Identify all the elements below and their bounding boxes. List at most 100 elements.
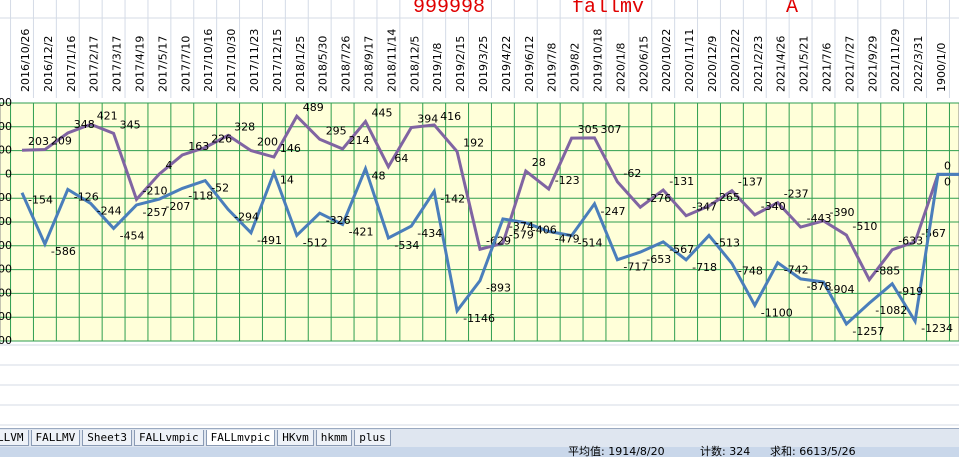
data-label: 192 — [463, 137, 484, 150]
x-tick-label: 2019/10/18 — [592, 29, 605, 92]
data-label: -294 — [234, 210, 259, 223]
x-tick-label: 2021/7/6 — [821, 43, 834, 92]
data-label: -1082 — [875, 304, 907, 317]
data-label: 489 — [303, 101, 324, 114]
status-bar: 平均值: 1914/8/20 计数: 324 求和: 6613/5/26 — [0, 445, 959, 458]
x-tick-label: 2017/10/30 — [225, 29, 238, 92]
data-label: -257 — [143, 206, 168, 219]
sheet-tab[interactable]: hkmm — [315, 430, 353, 446]
x-tick-label: 2019/4/22 — [500, 36, 513, 92]
data-label: -904 — [830, 283, 855, 296]
data-label: -126 — [74, 190, 99, 203]
x-tick-label: 2019/1/8 — [431, 43, 444, 92]
data-label: -717 — [623, 261, 648, 274]
data-label: -653 — [646, 253, 671, 266]
data-label: -1146 — [463, 312, 495, 325]
y-tick-label: -200 — [0, 191, 12, 204]
data-label: -443 — [807, 212, 832, 225]
data-label: -406 — [532, 224, 557, 237]
cell-text: A — [786, 0, 799, 19]
y-tick-label: -1400 — [0, 334, 12, 347]
x-tick-label: 2018/9/17 — [363, 36, 376, 92]
x-tick-label: 1900/1/0 — [958, 43, 959, 92]
data-label: -62 — [623, 167, 641, 180]
x-tick-label: 2019/7/8 — [546, 43, 559, 92]
sheet-tab-bar: LLVM FALLMV Sheet3 FALLvmpic FALLmvpic HKvm hk… — [0, 428, 959, 447]
y-tick-label: -600 — [0, 239, 12, 252]
x-tick-label: 2021/7/27 — [843, 36, 856, 92]
x-tick-label: 2019/8/2 — [569, 43, 582, 92]
x-tick-label: 2017/7/10 — [179, 36, 192, 92]
status-text: 求和: 6613/5/26 — [770, 445, 856, 458]
sheet-tab[interactable]: plus — [354, 430, 391, 446]
x-tick-label: 2017/1/16 — [65, 36, 78, 92]
data-label: -491 — [257, 234, 282, 247]
data-label: -629 — [486, 234, 511, 247]
sheet-tab[interactable]: Sheet3 — [82, 430, 132, 446]
data-label: -742 — [784, 264, 809, 277]
x-tick-label: 2021/4/26 — [775, 36, 788, 92]
sheet-tab[interactable]: FALLvmpic — [134, 430, 204, 446]
x-tick-label: 2021/2/23 — [752, 36, 765, 92]
data-label: -513 — [715, 236, 740, 249]
x-tick-label: 2018/12/5 — [408, 36, 421, 92]
data-label: -207 — [165, 200, 190, 213]
sheet-tab[interactable]: FALLmvpic — [205, 430, 276, 446]
x-tick-label: 2020/12/9 — [706, 36, 719, 92]
data-label: -210 — [143, 184, 168, 197]
data-label: -434 — [417, 227, 442, 240]
data-label: -512 — [303, 236, 328, 249]
data-label: 394 — [417, 113, 438, 126]
data-label: -586 — [51, 245, 76, 258]
data-label: -142 — [440, 192, 465, 205]
data-label: 0 — [944, 159, 951, 172]
cell-text: fallmv — [572, 0, 645, 19]
x-tick-label: 2017/5/17 — [156, 36, 169, 92]
x-tick-label: 2017/10/16 — [202, 29, 215, 92]
x-tick-label: 2018/7/26 — [340, 36, 353, 92]
data-label: -247 — [601, 205, 626, 218]
data-label: -123 — [555, 174, 580, 187]
data-label: -579 — [509, 228, 534, 241]
data-label: 307 — [601, 123, 622, 136]
data-label: -479 — [555, 232, 580, 245]
x-tick-label: 2019/2/15 — [454, 36, 467, 92]
x-tick-label: 2020/10/22 — [660, 29, 673, 92]
x-tick-label: 2018/5/30 — [317, 36, 330, 92]
data-label: -118 — [188, 189, 213, 202]
data-label: -893 — [486, 282, 511, 295]
status-text: 平均值: 1914/8/20 — [568, 445, 665, 458]
x-tick-label: 2020/11/11 — [683, 29, 696, 92]
data-label: -347 — [692, 201, 717, 214]
data-label: 64 — [394, 152, 408, 165]
data-label: 0 — [944, 175, 951, 188]
data-label: -421 — [349, 225, 374, 238]
data-label: 146 — [280, 142, 301, 155]
data-label: -52 — [211, 182, 229, 195]
data-label: 305 — [578, 123, 599, 136]
x-tick-label: 2020/1/8 — [614, 43, 627, 92]
x-tick-label: 2017/2/17 — [88, 36, 101, 92]
x-tick-label: 2017/12/15 — [271, 29, 284, 92]
y-tick-label: 0 — [5, 167, 12, 180]
data-label: -326 — [326, 214, 351, 227]
sheet-tab[interactable]: FALLMV — [30, 430, 81, 446]
y-tick-label: -400 — [0, 215, 12, 228]
cell-text: 999998 — [413, 0, 486, 19]
sheet-tab[interactable]: LLVM — [0, 430, 29, 446]
data-label: -340 — [761, 200, 786, 213]
x-tick-label: 2017/4/19 — [134, 36, 147, 92]
sheet-tab[interactable]: HKvm — [277, 430, 314, 446]
y-tick-label: -1200 — [0, 310, 12, 323]
data-label: -567 — [669, 243, 694, 256]
data-label: -1234 — [921, 322, 953, 335]
x-tick-label: 2021/5/21 — [798, 36, 811, 92]
data-label: 200 — [257, 136, 278, 149]
series-line — [20, 164, 959, 327]
data-label: -1100 — [761, 306, 793, 319]
sheet-area: 6004002000-200-400-600-800-1000-1200-140… — [0, 0, 959, 426]
data-label: -154 — [28, 194, 53, 207]
data-label: -390 — [830, 206, 855, 219]
x-tick-label: 2021/11/29 — [889, 29, 902, 92]
